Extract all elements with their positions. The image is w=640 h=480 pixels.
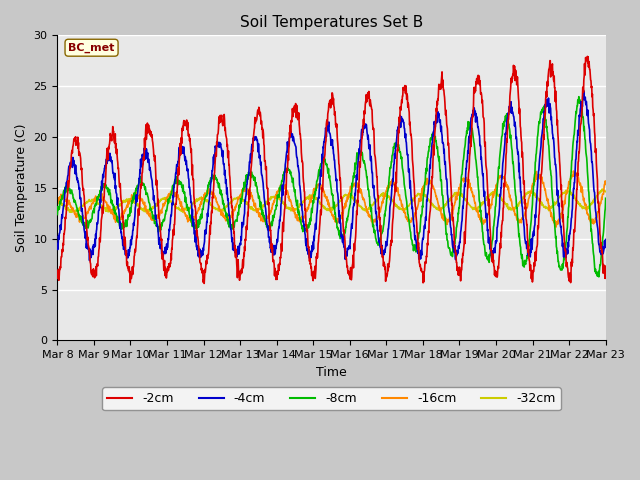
Legend: -2cm, -4cm, -8cm, -16cm, -32cm: -2cm, -4cm, -8cm, -16cm, -32cm xyxy=(102,387,561,410)
-4cm xyxy=(602,237,609,242)
-16cm xyxy=(140,201,147,206)
-2cm xyxy=(602,276,609,281)
-4cm xyxy=(580,88,588,94)
-16cm xyxy=(602,180,609,186)
-4cm xyxy=(54,241,61,247)
-8cm xyxy=(602,195,609,201)
Line: -2cm: -2cm xyxy=(58,56,605,283)
X-axis label: Time: Time xyxy=(316,366,347,379)
-16cm xyxy=(307,195,314,201)
-2cm xyxy=(54,270,61,276)
-32cm xyxy=(461,196,468,202)
-32cm xyxy=(598,186,606,192)
-4cm xyxy=(86,258,93,264)
-16cm xyxy=(461,177,468,183)
Line: -32cm: -32cm xyxy=(58,189,605,212)
-8cm xyxy=(140,182,147,188)
-8cm xyxy=(595,274,603,280)
Title: Soil Temperatures Set B: Soil Temperatures Set B xyxy=(240,15,423,30)
-2cm xyxy=(541,111,549,117)
-32cm xyxy=(108,209,115,215)
-8cm xyxy=(461,145,468,151)
-16cm xyxy=(570,168,577,174)
-2cm xyxy=(317,209,325,215)
-16cm xyxy=(552,224,560,230)
-2cm xyxy=(307,265,315,271)
-2cm xyxy=(140,161,147,167)
-32cm xyxy=(140,205,147,211)
-2cm xyxy=(200,280,208,286)
Line: -4cm: -4cm xyxy=(58,91,605,261)
-16cm xyxy=(317,186,325,192)
-32cm xyxy=(54,198,61,204)
-8cm xyxy=(307,218,314,224)
Y-axis label: Soil Temperature (C): Soil Temperature (C) xyxy=(15,124,28,252)
-8cm xyxy=(575,94,582,99)
-2cm xyxy=(595,206,603,212)
Line: -16cm: -16cm xyxy=(58,171,605,227)
Text: BC_met: BC_met xyxy=(68,43,115,53)
Line: -8cm: -8cm xyxy=(58,96,605,277)
-4cm xyxy=(461,181,468,187)
-32cm xyxy=(541,204,549,209)
-2cm xyxy=(584,53,591,59)
-8cm xyxy=(595,270,603,276)
-8cm xyxy=(317,161,325,167)
-32cm xyxy=(595,191,603,197)
-2cm xyxy=(461,240,468,246)
-32cm xyxy=(317,202,325,207)
-32cm xyxy=(307,193,315,199)
-8cm xyxy=(54,212,61,217)
-4cm xyxy=(140,151,147,156)
-16cm xyxy=(595,209,603,215)
-32cm xyxy=(602,189,609,194)
-16cm xyxy=(54,201,61,207)
-8cm xyxy=(541,109,548,115)
-4cm xyxy=(541,101,549,107)
-4cm xyxy=(317,173,325,179)
-16cm xyxy=(541,187,548,193)
-4cm xyxy=(595,241,603,247)
-4cm xyxy=(307,254,315,260)
